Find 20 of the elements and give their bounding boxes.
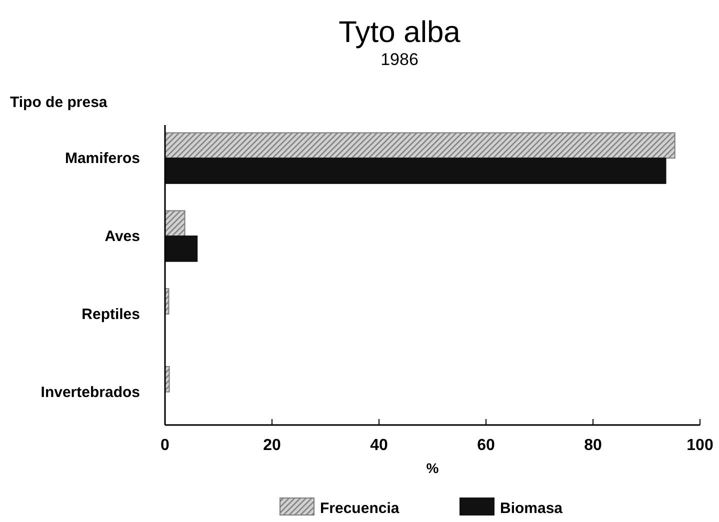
y-tick-label: Mamiferos bbox=[64, 150, 140, 168]
y-tick-label: Reptiles bbox=[82, 306, 140, 323]
chart-subtitle: 1986 bbox=[380, 50, 418, 69]
chart-title: Tyto alba bbox=[338, 16, 461, 49]
legend-label: Frecuencia bbox=[320, 500, 400, 517]
legend-label: Biomasa bbox=[500, 500, 564, 517]
y-tick-label: Invertebrados bbox=[40, 384, 140, 401]
x-tick-label: 80 bbox=[584, 437, 602, 454]
bar bbox=[164, 236, 198, 262]
bar bbox=[164, 132, 676, 159]
x-tick-label: 60 bbox=[477, 437, 495, 454]
y-tick-label: Aves bbox=[104, 228, 140, 246]
x-axis-title: % bbox=[426, 460, 440, 476]
x-tick-label: 40 bbox=[370, 437, 388, 454]
x-tick-label: 0 bbox=[160, 437, 170, 454]
bar bbox=[164, 158, 666, 184]
y-axis-title: Tipo de presa bbox=[10, 94, 108, 111]
bar bbox=[164, 210, 186, 237]
x-tick-label: 20 bbox=[263, 437, 281, 454]
x-tick-label: 100 bbox=[686, 437, 714, 454]
